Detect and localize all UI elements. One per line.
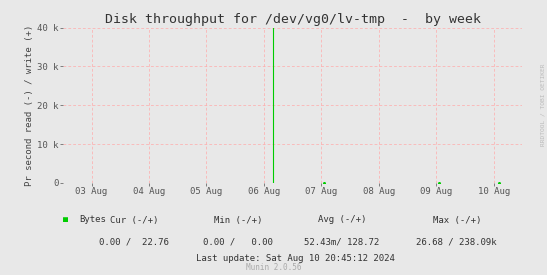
- Text: 52.43m/ 128.72: 52.43m/ 128.72: [304, 238, 380, 246]
- Text: Avg (-/+): Avg (-/+): [318, 216, 366, 224]
- Title: Disk throughput for /dev/vg0/lv-tmp  -  by week: Disk throughput for /dev/vg0/lv-tmp - by…: [104, 13, 481, 26]
- Y-axis label: Pr second read (-) / write (+): Pr second read (-) / write (+): [26, 24, 34, 186]
- Text: Min (-/+): Min (-/+): [214, 216, 262, 224]
- Text: ■: ■: [63, 216, 68, 224]
- Text: 0.00 /   0.00: 0.00 / 0.00: [203, 238, 273, 246]
- Text: Last update: Sat Aug 10 20:45:12 2024: Last update: Sat Aug 10 20:45:12 2024: [196, 254, 395, 263]
- Text: 0.00 /  22.76: 0.00 / 22.76: [99, 238, 169, 246]
- Text: Max (-/+): Max (-/+): [433, 216, 481, 224]
- Text: Cur (-/+): Cur (-/+): [110, 216, 158, 224]
- Text: Munin 2.0.56: Munin 2.0.56: [246, 263, 301, 272]
- Text: Bytes: Bytes: [79, 216, 106, 224]
- Text: 26.68 / 238.09k: 26.68 / 238.09k: [416, 238, 497, 246]
- Text: RRDTOOL / TOBI OETIKER: RRDTOOL / TOBI OETIKER: [541, 63, 546, 146]
